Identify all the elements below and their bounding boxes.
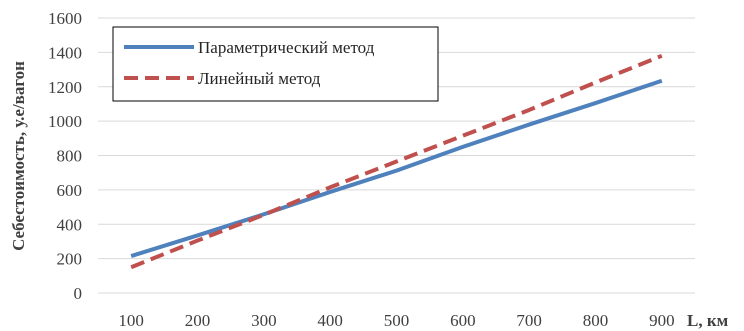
x-tick-label: 200 [185,311,211,330]
y-tick-label: 800 [57,147,83,166]
y-axis-label: Себестоимость, у.е/вагон [9,61,28,251]
series-lines [130,53,663,270]
x-tick-label: 100 [118,311,144,330]
y-tick-label: 1200 [48,78,82,97]
legend-label-linear: Линейный метод [198,69,321,88]
x-tick-label: 300 [251,311,277,330]
x-tick-label: 700 [516,311,542,330]
x-tick-label: 500 [384,311,410,330]
x-tick-label: 400 [317,311,343,330]
y-tick-label: 1000 [48,112,82,131]
series-line-parametric [130,78,663,258]
legend-label-parametric: Параметрический метод [198,38,375,57]
x-axis-label: L, км [687,311,729,330]
x-tick-label: 900 [649,311,675,330]
y-tick-labels: 0 200 400 600 800 1000 1200 1400 1600 [48,9,82,303]
x-tick-label: 800 [583,311,609,330]
x-tick-label: 600 [450,311,476,330]
y-tick-label: 1400 [48,43,82,62]
x-tick-labels: 100 200 300 400 500 600 700 800 900 [118,311,674,330]
legend: Параметрический метод Линейный метод [112,26,439,102]
y-tick-label: 600 [57,181,83,200]
y-tick-label: 1600 [48,9,82,28]
legend-box [112,26,439,102]
y-tick-label: 0 [74,284,83,303]
y-tick-label: 400 [57,215,83,234]
y-tick-label: 200 [57,250,83,269]
